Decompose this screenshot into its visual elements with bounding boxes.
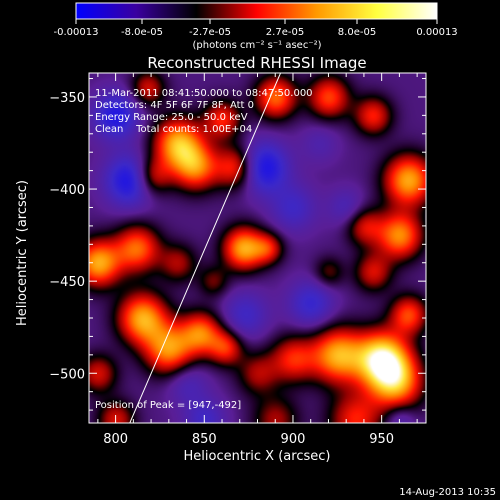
y-tick-label: −400 <box>49 183 85 198</box>
annotation-line: Clean Total counts: 1.00E+04 <box>95 124 252 135</box>
x-tick-label: 900 <box>281 432 306 447</box>
colorbar-tick-label: 2.7e-05 <box>266 27 304 38</box>
colorbar-units: (photons cm⁻² s⁻¹ asec⁻²) <box>192 40 321 51</box>
colorbar-tick-label: 8.0e-05 <box>338 27 376 38</box>
y-tick-label: −500 <box>49 367 85 382</box>
x-axis-label: Heliocentric X (arcsec) <box>184 449 331 464</box>
x-tick-label: 850 <box>192 432 217 447</box>
annotation-line: Detectors: 4F 5F 6F 7F 8F, Att 0 <box>95 100 254 111</box>
footer-date: 14-Aug-2013 10:35 <box>399 487 496 498</box>
colorbar-tick-label: -8.0e-05 <box>121 27 163 38</box>
solar-limb-line <box>129 73 282 423</box>
x-axis-ticks: 800 850 900 950 <box>97 73 418 447</box>
colorbar-ticks: -0.00013 -8.0e-05 -2.7e-05 2.7e-05 8.0e-05 0.… <box>54 19 458 38</box>
colorbar-tick-label: -0.00013 <box>54 27 99 38</box>
heatmap-raster <box>89 73 426 423</box>
y-tick-label: −450 <box>49 275 85 290</box>
colorbar <box>75 2 438 20</box>
y-axis-label: Heliocentric Y (arcsec) <box>15 180 30 326</box>
x-tick-label: 800 <box>103 432 128 447</box>
annotation-line: Energy Range: 25.0 - 50.0 keV <box>95 112 248 123</box>
y-axis-ticks: −350 −400 −450 −500 <box>49 78 426 411</box>
heatmap-image <box>89 73 426 423</box>
y-tick-label: −350 <box>49 91 85 106</box>
peak-position-label: Position of Peak = [947,-492] <box>95 400 241 411</box>
colorbar-tick-label: 0.00013 <box>416 27 457 38</box>
annotation-line: 11-Mar-2011 08:41:50.000 to 08:47:50.000 <box>95 88 313 99</box>
chart-title: Reconstructed RHESSI Image <box>147 54 366 72</box>
colorbar-tick-label: -2.7e-05 <box>189 27 231 38</box>
annotation-block: 11-Mar-2011 08:41:50.000 to 08:47:50.000… <box>95 88 313 135</box>
x-tick-label: 950 <box>369 432 394 447</box>
